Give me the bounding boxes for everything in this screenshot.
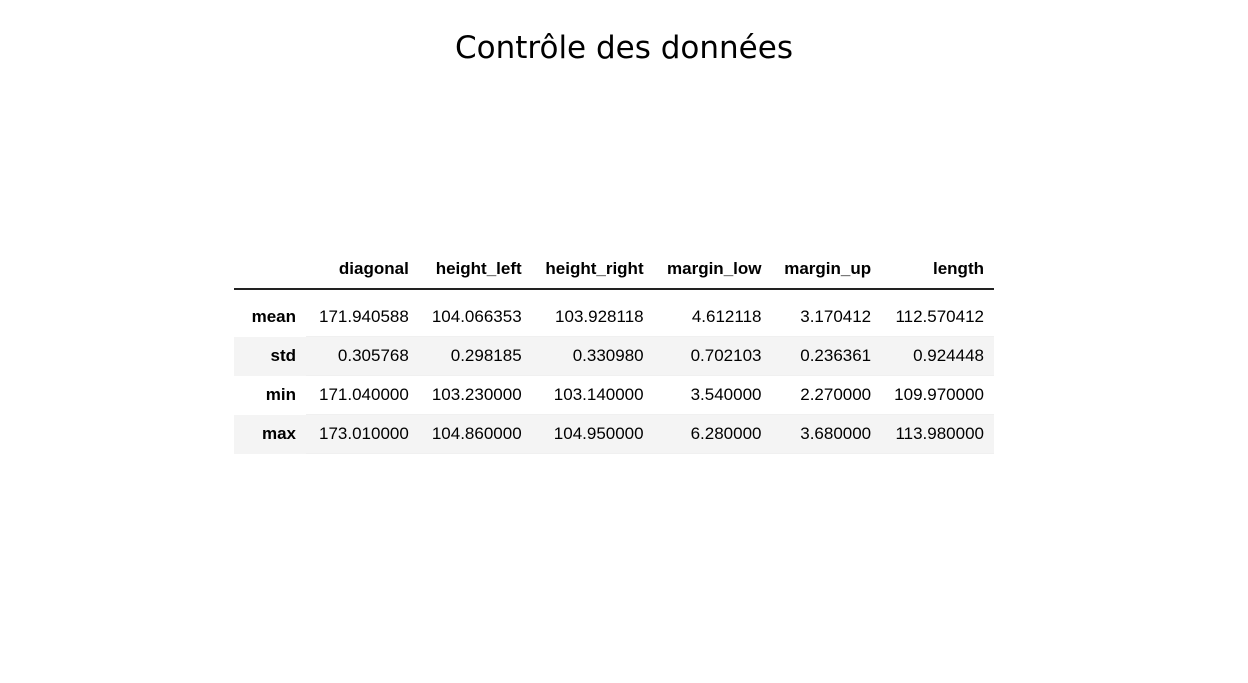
table-row: max 173.010000 104.860000 104.950000 6.2… xyxy=(234,414,994,454)
table-row: min 171.040000 103.230000 103.140000 3.5… xyxy=(234,375,994,415)
row-label: min xyxy=(265,385,296,404)
table-cell: 104.860000 xyxy=(418,414,532,454)
column-header: diagonal xyxy=(306,250,419,290)
table-cell: 0.298185 xyxy=(418,336,532,376)
table-cell: 3.680000 xyxy=(771,414,882,454)
table-cell: 0.702103 xyxy=(653,336,772,376)
row-label: max xyxy=(261,424,296,443)
column-header: length xyxy=(881,250,994,290)
table-cell: 104.950000 xyxy=(531,414,654,454)
column-header: margin_low xyxy=(653,250,772,290)
row-label: std xyxy=(270,346,297,365)
table-cell: 2.270000 xyxy=(771,375,882,415)
table-cell: 113.980000 xyxy=(881,414,994,454)
table-cell: 112.570412 xyxy=(881,298,994,337)
column-header: height_left xyxy=(418,250,532,290)
table-cell: 4.612118 xyxy=(653,298,772,337)
header-spacer xyxy=(234,289,994,298)
column-header: margin_up xyxy=(771,250,882,290)
table-cell: 103.230000 xyxy=(418,375,532,415)
table-cell: 6.280000 xyxy=(653,414,772,454)
describe-table-container: diagonal height_left height_right margin… xyxy=(234,250,994,454)
index-header xyxy=(234,250,306,290)
header-row: diagonal height_left height_right margin… xyxy=(234,250,994,290)
row-label: mean xyxy=(251,307,296,327)
table-row: std 0.305768 0.298185 0.330980 0.702103 … xyxy=(234,336,994,376)
table-cell: 171.940588 xyxy=(306,298,419,337)
table-cell: 0.305768 xyxy=(306,336,419,376)
table-body: mean 171.940588 104.066353 103.928118 4.… xyxy=(234,289,994,454)
table-cell: 103.140000 xyxy=(531,375,654,415)
table-cell: 109.970000 xyxy=(881,375,994,415)
describe-table: diagonal height_left height_right margin… xyxy=(234,250,994,454)
column-header: height_right xyxy=(531,250,654,290)
table-cell: 104.066353 xyxy=(418,298,532,337)
slide-title: Contrôle des données xyxy=(455,30,793,66)
table-cell: 0.924448 xyxy=(881,336,994,376)
table-header: diagonal height_left height_right margin… xyxy=(234,250,994,290)
table-cell: 103.928118 xyxy=(531,298,654,337)
table-cell: 171.040000 xyxy=(306,375,419,415)
table-cell: 0.236361 xyxy=(771,336,882,376)
table-cell: 3.170412 xyxy=(771,298,882,337)
table-cell: 173.010000 xyxy=(306,414,419,454)
table-cell: 0.330980 xyxy=(531,336,654,376)
table-row: mean 171.940588 104.066353 103.928118 4.… xyxy=(234,298,994,337)
table-cell: 3.540000 xyxy=(653,375,772,415)
